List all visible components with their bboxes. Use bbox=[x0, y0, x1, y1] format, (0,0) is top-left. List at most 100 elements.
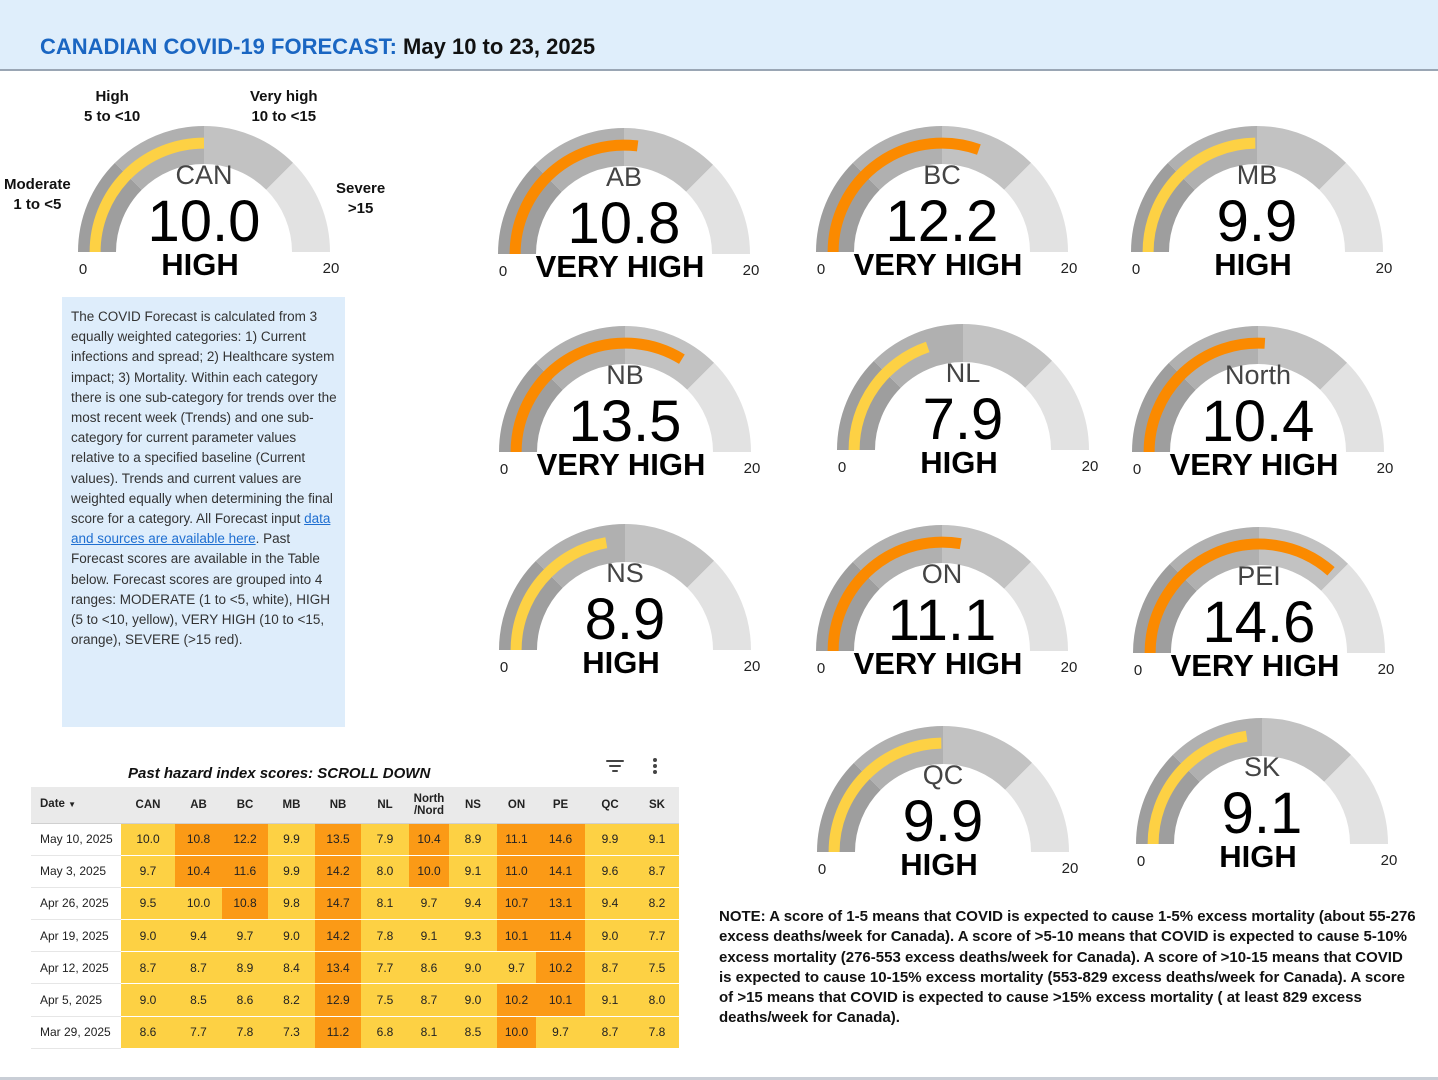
table-cell-mb: 8.4 bbox=[268, 951, 315, 985]
gauge-region-label: CAN bbox=[175, 160, 232, 190]
table-cell-north: 10.0 bbox=[409, 855, 449, 888]
table-cell-on: 10.2 bbox=[497, 983, 536, 1017]
gauge-min-label: 0 bbox=[500, 461, 508, 478]
col-header-nb[interactable]: NB bbox=[315, 787, 361, 824]
table-cell-sk: 8.0 bbox=[635, 983, 679, 1017]
table-cell-ns: 9.3 bbox=[449, 919, 497, 953]
gauge-max-label: 20 bbox=[1061, 659, 1078, 676]
gauge-max-label: 20 bbox=[1381, 852, 1398, 869]
col-header-bc[interactable]: BC bbox=[222, 787, 268, 824]
table-cell-mb: 9.8 bbox=[268, 887, 315, 921]
gauge-value: 12.2 bbox=[886, 189, 999, 254]
gauge-max-label: 20 bbox=[323, 260, 340, 277]
gauge-max-label: 20 bbox=[1082, 458, 1099, 475]
table-cell-ab: 7.7 bbox=[175, 1016, 222, 1049]
sort-down-icon[interactable]: ▼ bbox=[68, 800, 77, 810]
range-label-severe: Severe >15 bbox=[336, 179, 385, 219]
table-title: Past hazard index scores: SCROLL DOWN bbox=[128, 765, 431, 782]
gauge-value-arc bbox=[1147, 730, 1248, 845]
table-cell-ab: 8.7 bbox=[175, 951, 222, 985]
gauge-band-severe bbox=[1319, 162, 1383, 252]
gauge-north: North 10.4 VERY HIGH 0 20 bbox=[1102, 296, 1414, 534]
table-cell-date: Mar 29, 2025 bbox=[31, 1016, 121, 1049]
col-header-on[interactable]: ON bbox=[497, 787, 536, 824]
table-cell-date: May 10, 2025 bbox=[31, 823, 121, 856]
table-cell-date: May 3, 2025 bbox=[31, 855, 121, 888]
col-header-sk[interactable]: SK bbox=[635, 787, 679, 824]
gauge-level: HIGH bbox=[1219, 839, 1297, 874]
table-row[interactable]: Apr 19, 2025 9.0 9.4 9.7 9.0 14.2 7.8 9.1 9.3 10.… bbox=[31, 919, 679, 953]
gauge-min-label: 0 bbox=[838, 459, 846, 476]
table-cell-nb: 14.7 bbox=[315, 887, 361, 921]
col-header-nl[interactable]: NL bbox=[361, 787, 409, 824]
col-header-ab[interactable]: AB bbox=[175, 787, 222, 824]
col-header-north[interactable]: North/Nord bbox=[409, 787, 449, 824]
gauge-level: HIGH bbox=[900, 847, 978, 882]
col-header-date[interactable]: Date ▼ bbox=[31, 787, 121, 824]
table-cell-date: Apr 5, 2025 bbox=[31, 983, 121, 1017]
gauge-value-arc bbox=[848, 341, 930, 451]
range-severe-name: Severe bbox=[336, 180, 386, 197]
gauge-band-very-high bbox=[1257, 126, 1347, 190]
table-row[interactable]: Apr 26, 2025 9.5 10.0 10.8 9.8 14.7 8.1 9.7 9.4 1… bbox=[31, 887, 679, 921]
gauge-region-label: NB bbox=[606, 360, 644, 390]
table-cell-pe: 10.1 bbox=[536, 983, 585, 1017]
table-row[interactable]: Apr 12, 2025 8.7 8.7 8.9 8.4 13.4 7.7 8.6 9.0 9.7… bbox=[31, 951, 679, 985]
table-row[interactable]: May 3, 2025 9.7 10.4 11.6 9.9 14.2 8.0 10.0 9.1 1… bbox=[31, 855, 679, 888]
gauge-level: HIGH bbox=[161, 247, 239, 282]
table-cell-can: 8.6 bbox=[121, 1016, 175, 1049]
col-header-mb[interactable]: MB bbox=[268, 787, 315, 824]
col-header-pe[interactable]: PE bbox=[536, 787, 585, 824]
col-header-north-line1: North bbox=[413, 792, 445, 805]
gauge-min-label: 0 bbox=[817, 261, 825, 278]
bottom-divider bbox=[0, 1077, 1438, 1080]
col-header-can[interactable]: CAN bbox=[121, 787, 175, 824]
data-sources-link[interactable]: data and sources are available here bbox=[71, 511, 331, 547]
gauge-band-severe bbox=[1321, 563, 1385, 653]
gauge-value: 10.8 bbox=[568, 191, 681, 256]
gauge-region-label: NS bbox=[606, 558, 644, 588]
gauge-value: 14.6 bbox=[1203, 590, 1316, 655]
page-title: CANADIAN COVID-19 FORECAST: May 10 to 23… bbox=[40, 34, 595, 60]
table-row[interactable]: Apr 5, 2025 9.0 8.5 8.6 8.2 12.9 7.5 8.7 9.0 10.2… bbox=[31, 983, 679, 1017]
gauge-value: 13.5 bbox=[569, 389, 682, 454]
gauge-value: 9.9 bbox=[1217, 189, 1298, 254]
page-header: CANADIAN COVID-19 FORECAST: May 10 to 23… bbox=[0, 0, 1438, 71]
table-cell-nl: 8.0 bbox=[361, 855, 409, 888]
table-cell-ns: 9.4 bbox=[449, 887, 497, 921]
gauge-value-arc bbox=[828, 737, 942, 853]
col-header-qc[interactable]: QC bbox=[585, 787, 635, 824]
gauge-band-severe bbox=[1320, 362, 1384, 452]
gauge-region-label: BC bbox=[923, 160, 961, 190]
table-cell-ns: 9.0 bbox=[449, 951, 497, 985]
more-vert-icon[interactable] bbox=[644, 755, 666, 782]
gauge-band-very-high bbox=[204, 126, 294, 190]
table-row[interactable]: Mar 29, 2025 8.6 7.7 7.8 7.3 11.2 6.8 8.1 8.5 10.… bbox=[31, 1016, 679, 1049]
table-cell-sk: 7.8 bbox=[635, 1016, 679, 1049]
col-header-ns[interactable]: NS bbox=[449, 787, 497, 824]
gauge-nl: NL 7.9 HIGH 0 20 bbox=[807, 294, 1119, 532]
gauge-level: VERY HIGH bbox=[537, 447, 706, 482]
gauge-band-very-high bbox=[942, 525, 1032, 589]
table-cell-qc: 9.4 bbox=[585, 887, 635, 921]
table-cell-qc: 9.6 bbox=[585, 855, 635, 888]
range-very-high-range: 10 to <15 bbox=[251, 108, 317, 125]
gauge-band-severe bbox=[266, 162, 330, 252]
gauge-band-very-high bbox=[943, 726, 1033, 790]
table-cell-on: 11.0 bbox=[497, 855, 536, 888]
table-cell-mb: 9.9 bbox=[268, 855, 315, 888]
table-cell-nl: 6.8 bbox=[361, 1016, 409, 1049]
table-cell-ns: 9.1 bbox=[449, 855, 497, 888]
gauge-band-severe bbox=[686, 164, 750, 254]
filter-icon[interactable] bbox=[604, 755, 626, 782]
gauge-band-very-high bbox=[963, 324, 1053, 388]
table-cell-nb: 13.5 bbox=[315, 823, 361, 856]
col-header-date-label: Date bbox=[40, 798, 65, 811]
table-cell-north: 8.6 bbox=[409, 951, 449, 985]
table-row[interactable]: May 10, 2025 10.0 10.8 12.2 9.9 13.5 7.9 10.4 8.… bbox=[31, 823, 679, 856]
